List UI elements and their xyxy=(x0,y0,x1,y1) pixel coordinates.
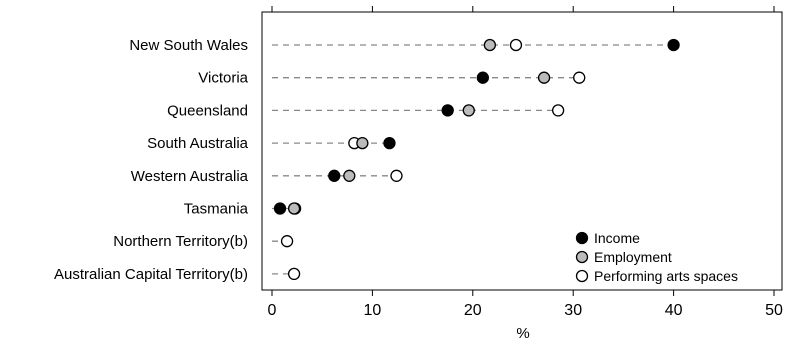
data-point xyxy=(287,267,301,281)
legend-label: Income xyxy=(594,230,640,246)
x-tick-label: 0 xyxy=(268,302,277,319)
data-point xyxy=(667,38,680,52)
legend-label: Performing arts spaces xyxy=(594,268,738,284)
data-point xyxy=(343,169,356,182)
category-guide-lines xyxy=(272,44,674,275)
x-tick-label: 30 xyxy=(564,302,582,319)
data-point xyxy=(476,71,489,84)
data-point xyxy=(483,38,497,52)
data-point xyxy=(356,136,369,150)
category-label: Queensland xyxy=(167,102,248,119)
data-point xyxy=(509,38,523,52)
x-tick-label: 40 xyxy=(665,302,683,319)
data-point xyxy=(537,71,551,84)
data-point xyxy=(390,169,403,182)
category-label: Northern Territory(b) xyxy=(113,233,248,250)
data-point xyxy=(441,104,454,117)
data-point xyxy=(328,169,341,182)
plot-border xyxy=(261,11,783,291)
category-label: Tasmania xyxy=(184,201,249,218)
category-label: South Australia xyxy=(147,135,249,152)
category-label: Australian Capital Territory(b) xyxy=(54,266,248,283)
legend-marker xyxy=(575,269,589,283)
data-point xyxy=(383,136,396,150)
legend: Income Employment Performing arts spaces xyxy=(575,230,738,284)
data-point xyxy=(287,202,301,215)
category-label: Western Australia xyxy=(131,168,249,185)
data-point xyxy=(280,235,294,248)
x-tick-label: 50 xyxy=(765,302,783,319)
x-tick-label: 20 xyxy=(464,302,482,319)
data-point xyxy=(573,71,586,84)
data-point xyxy=(462,104,475,117)
category-label: New South Wales xyxy=(129,37,248,54)
legend-marker xyxy=(575,231,589,245)
legend-marker xyxy=(575,250,589,264)
x-axis-ticks: 0 10 20 30 40 50 xyxy=(268,6,783,319)
data-point xyxy=(551,104,565,117)
data-points xyxy=(273,38,680,281)
plot-frame xyxy=(261,11,783,291)
x-tick-label: 10 xyxy=(364,302,382,319)
category-label: Victoria xyxy=(198,70,248,87)
x-axis-title: % xyxy=(516,325,529,342)
data-point xyxy=(273,202,287,215)
legend-label: Employment xyxy=(594,249,672,265)
category-labels: New South Wales Victoria Queensland South A… xyxy=(54,37,249,283)
